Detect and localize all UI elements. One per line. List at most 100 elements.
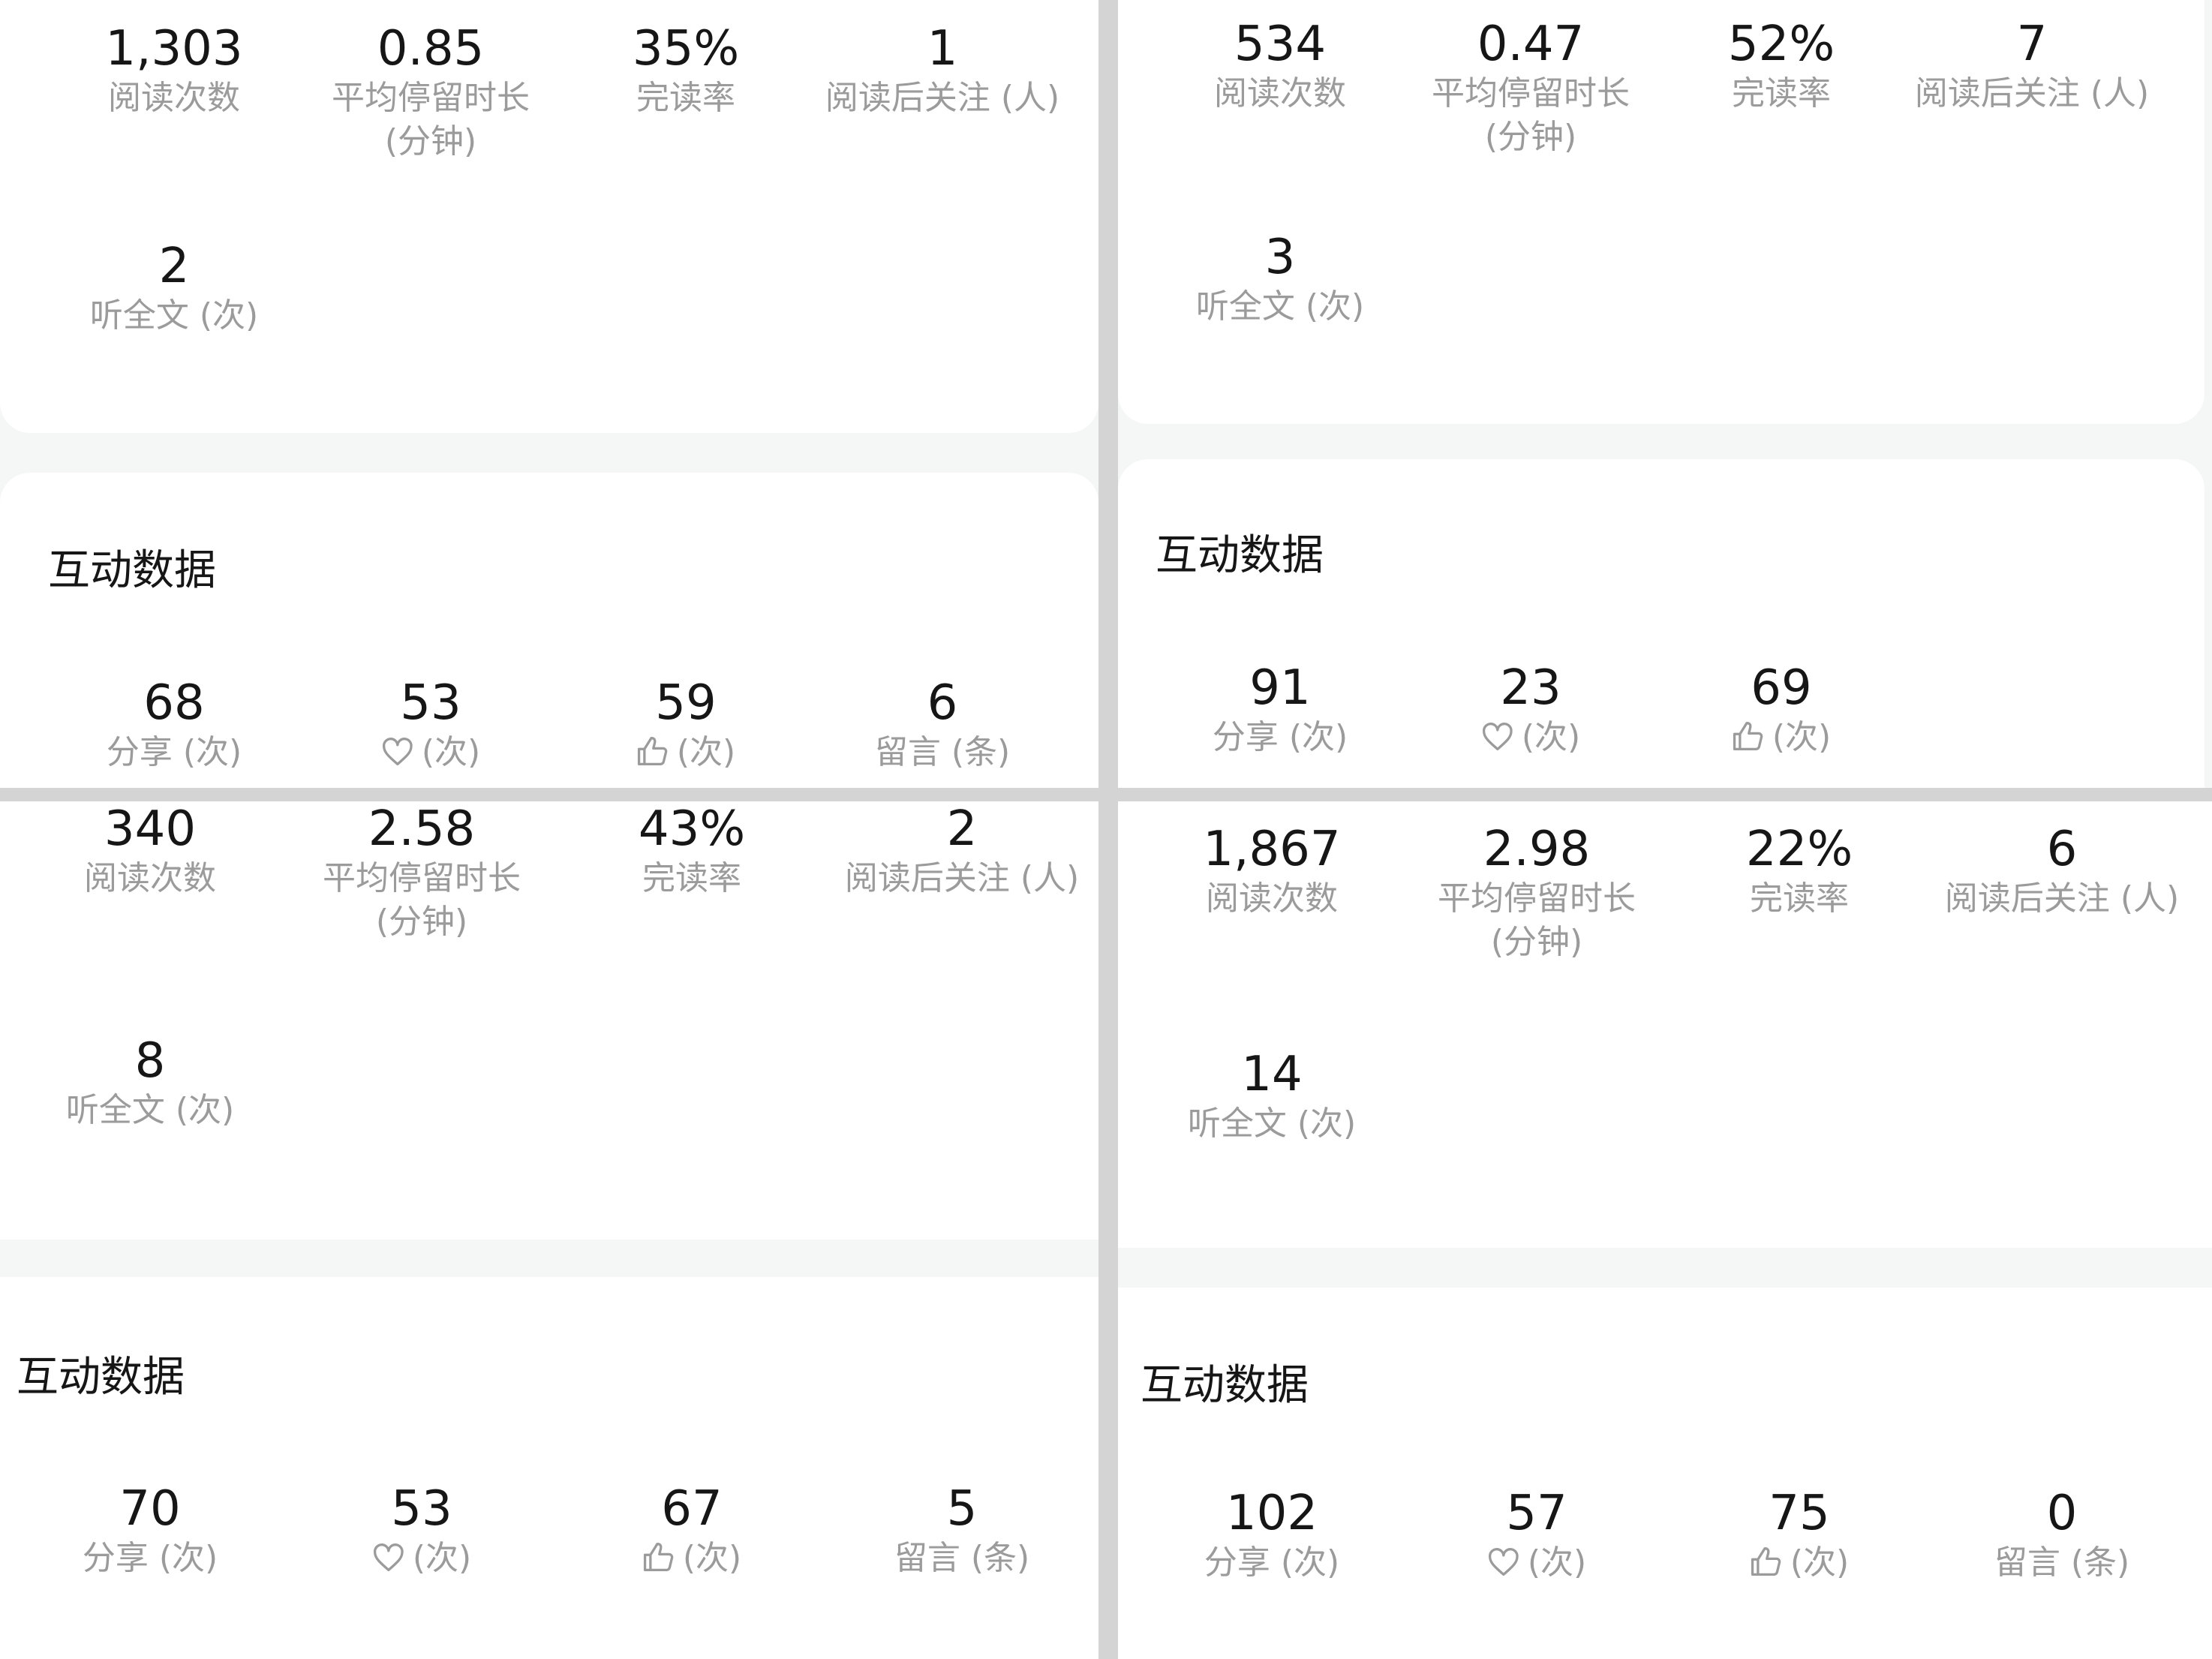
- metric-value: 22%: [1745, 822, 1853, 877]
- metric-label-row: 留言 (条): [894, 1537, 1029, 1580]
- metric-label-row: 分享 (次): [107, 731, 242, 774]
- metric-value: 2.58: [368, 801, 476, 857]
- interaction-data-card: [0, 473, 1098, 788]
- metric-value: 69: [1751, 660, 1812, 716]
- section-title: 互动数据: [1156, 531, 1324, 580]
- metric-label: 阅读次数: [1206, 879, 1338, 918]
- reading-metric: 22% 完读率: [1746, 822, 1853, 921]
- metric-value: 23: [1500, 660, 1561, 716]
- metric-label: 分享 (次): [1212, 718, 1348, 756]
- metric-value: 0.47: [1477, 17, 1585, 72]
- interaction-metric: 67 (次): [642, 1481, 741, 1580]
- panel-divider: [0, 788, 2212, 801]
- interaction-data-card: [0, 1277, 1098, 1659]
- reading-data-card: [1118, 801, 2212, 1248]
- metric-label: (次): [412, 1539, 472, 1577]
- metric-value: 5: [946, 1481, 978, 1537]
- metric-value: 67: [661, 1481, 723, 1537]
- metric-label: 分享 (次): [1204, 1543, 1340, 1582]
- reading-metric: 43% 完读率: [639, 801, 745, 900]
- reading-metric: 8 听全文 (次): [66, 1033, 234, 1132]
- metric-value: 53: [391, 1481, 452, 1537]
- metric-value: 91: [1249, 660, 1311, 716]
- reading-metric: 7 阅读后关注 (人): [1915, 17, 2149, 116]
- section-title: 互动数据: [1141, 1361, 1309, 1410]
- metric-value: 1: [927, 21, 958, 77]
- reading-data-card: [0, 801, 1098, 1240]
- metric-label: 留言 (条): [894, 1539, 1030, 1577]
- metric-label: 阅读后关注 (人): [844, 859, 1080, 897]
- metric-label: 阅读次数: [1214, 74, 1346, 113]
- metric-label: 平均停留时长: [323, 859, 521, 897]
- metric-label-row: (次): [1750, 1541, 1849, 1585]
- metric-label: 听全文 (次): [1187, 1104, 1357, 1143]
- reading-metric: 0.85 平均停留时长 (分钟): [332, 21, 530, 164]
- heart-icon: [381, 737, 414, 767]
- metric-label-row: (次): [642, 1537, 741, 1580]
- metric-value: 57: [1506, 1486, 1567, 1541]
- metric-label: 留言 (条): [874, 733, 1011, 771]
- metric-value: 6: [2046, 822, 2078, 877]
- reading-metric: 2 听全文 (次): [90, 239, 258, 338]
- interaction-metric: 57 (次): [1487, 1486, 1586, 1585]
- metric-label-row: (次): [372, 1537, 471, 1580]
- metric-unit-label: (分钟): [375, 903, 468, 941]
- metric-value: 3: [1264, 230, 1296, 285]
- metric-label-row: (次): [636, 731, 735, 774]
- interaction-metric: 5 留言 (条): [894, 1481, 1029, 1580]
- interaction-data-card: [1118, 1288, 2212, 1659]
- metric-value: 75: [1769, 1486, 1830, 1541]
- metric-label: 听全文 (次): [65, 1091, 235, 1129]
- interaction-metric: 69 (次): [1732, 660, 1831, 759]
- metric-label: 完读率: [1732, 74, 1831, 113]
- metric-unit-label: (分钟): [1490, 923, 1583, 961]
- interaction-metric: 0 留言 (条): [1994, 1486, 2129, 1585]
- interaction-metric: 70 分享 (次): [83, 1481, 218, 1580]
- metric-value: 7: [2016, 17, 2048, 72]
- metric-value: 52%: [1727, 17, 1835, 72]
- metric-value: 2: [158, 239, 190, 294]
- metric-label: 完读率: [636, 79, 735, 117]
- metric-unit-label: (分钟): [384, 122, 477, 161]
- interaction-metric: 75 (次): [1750, 1486, 1849, 1585]
- reading-metric: 3 听全文 (次): [1196, 230, 1364, 329]
- metric-value: 70: [119, 1481, 181, 1537]
- interaction-data-card: [1118, 459, 2204, 788]
- interaction-metric: 59 (次): [636, 675, 735, 774]
- interaction-metric: 91 分享 (次): [1213, 660, 1348, 759]
- metric-value: 2.98: [1483, 822, 1591, 877]
- metric-label: (次): [676, 733, 736, 771]
- interaction-metric: 102 分享 (次): [1204, 1486, 1339, 1585]
- metric-value: 0: [2046, 1486, 2078, 1541]
- reading-metric: 1,303 阅读次数: [105, 21, 242, 120]
- reading-metric: 1,867 阅读次数: [1203, 822, 1340, 921]
- reading-metric: 534 阅读次数: [1214, 17, 1346, 116]
- metric-value: 8: [134, 1033, 166, 1089]
- reading-metric: 2.98 平均停留时长 (分钟): [1438, 822, 1636, 964]
- metric-label-row: 留言 (条): [875, 731, 1010, 774]
- interaction-metric: 53 (次): [372, 1481, 471, 1580]
- metric-label-row: (次): [1732, 716, 1831, 759]
- metric-label-row: (次): [1487, 1541, 1586, 1585]
- metric-label: (次): [1521, 718, 1581, 756]
- metric-label-row: 分享 (次): [1204, 1541, 1339, 1585]
- metric-label: 完读率: [642, 859, 741, 897]
- reading-metric: 340 阅读次数: [84, 801, 216, 900]
- metric-unit-label: (分钟): [1484, 118, 1577, 156]
- metric-label: 听全文 (次): [1195, 287, 1365, 326]
- metric-value: 1,303: [105, 21, 243, 77]
- heart-icon: [1481, 722, 1514, 752]
- thumbs-up-icon: [636, 735, 669, 767]
- metric-label: 听全文 (次): [89, 296, 259, 335]
- metric-value: 534: [1234, 17, 1327, 72]
- metric-value: 35%: [632, 21, 740, 77]
- metric-label: 平均停留时长: [1438, 879, 1636, 918]
- metric-value: 14: [1241, 1047, 1303, 1102]
- reading-metric: 52% 完读率: [1728, 17, 1835, 116]
- reading-metric: 0.47 平均停留时长 (分钟): [1432, 17, 1630, 159]
- heart-icon: [1487, 1547, 1520, 1577]
- metric-label: 留言 (条): [1994, 1543, 2130, 1582]
- metric-value: 0.85: [377, 21, 485, 77]
- metric-label: 阅读后关注 (人): [1914, 74, 2150, 113]
- metric-value: 59: [655, 675, 717, 731]
